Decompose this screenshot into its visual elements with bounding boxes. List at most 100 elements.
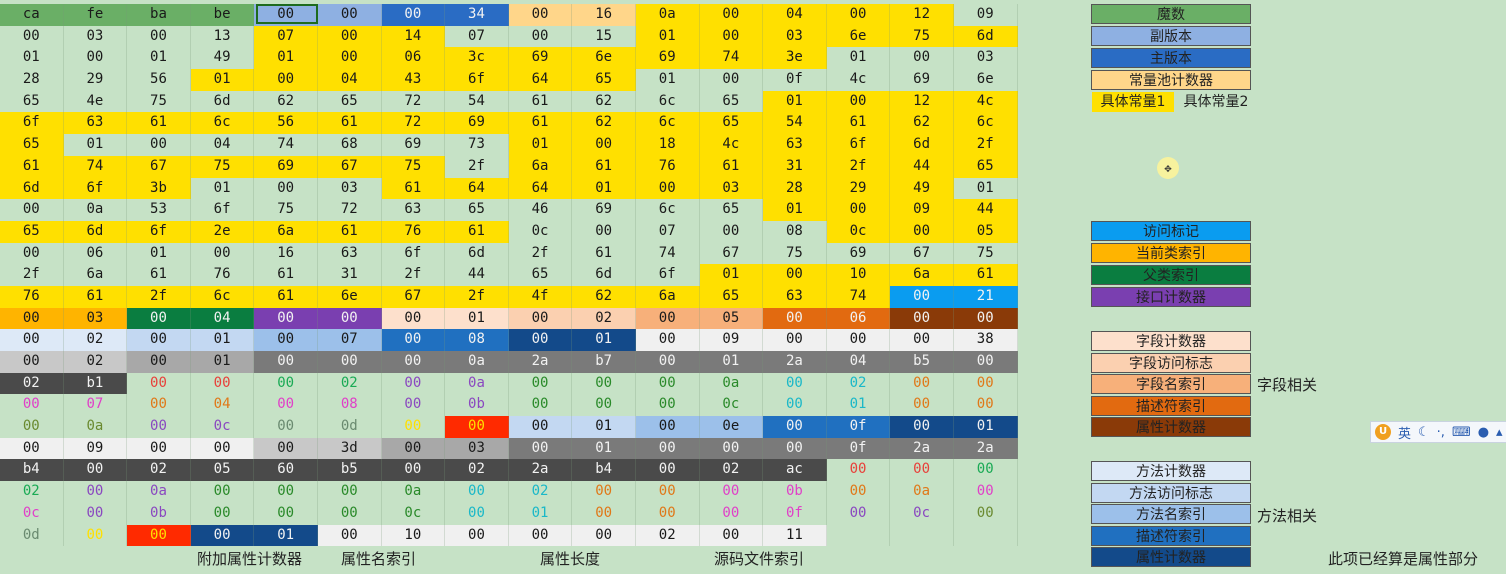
hex-cell[interactable]: 2f	[0, 264, 64, 286]
hex-cell[interactable]: 62	[572, 112, 636, 135]
hex-cell[interactable]: 61	[699, 155, 764, 178]
hex-cell[interactable]: 3d	[317, 437, 382, 460]
hex-cell[interactable]: 0f	[763, 69, 827, 91]
hex-cell[interactable]: 00	[190, 242, 255, 265]
hex-cell[interactable]: 6a	[635, 285, 700, 308]
hex-cell[interactable]: 4c	[699, 134, 764, 156]
hex-cell[interactable]: 00	[0, 416, 64, 438]
hex-cell[interactable]: 6c	[635, 90, 700, 113]
hex-cell[interactable]: 07	[635, 220, 700, 243]
hex-cell[interactable]: 01	[572, 437, 636, 460]
punctuation-icon[interactable]: ·,	[1436, 424, 1445, 440]
hex-cell[interactable]: 60	[254, 459, 318, 482]
hex-cell[interactable]: 65	[699, 90, 764, 113]
hex-cell[interactable]: 02	[0, 372, 64, 395]
hex-cell[interactable]: 65	[317, 90, 382, 113]
hex-cell[interactable]: 00	[127, 394, 191, 417]
hex-cell[interactable]: 00	[63, 481, 128, 503]
hex-cell[interactable]: 00	[763, 416, 827, 438]
hex-cell[interactable]: 00	[890, 220, 954, 243]
hex-cell[interactable]: ca	[0, 4, 64, 26]
hex-cell[interactable]: 0d	[0, 524, 64, 547]
hex-cell[interactable]: 00	[445, 416, 509, 438]
hex-cell[interactable]: 01	[953, 177, 1018, 200]
hex-cell[interactable]: 72	[381, 90, 446, 113]
hex-cell[interactable]: 29	[63, 69, 128, 91]
hex-cell[interactable]: 61	[953, 264, 1018, 286]
hex-cell[interactable]: 6f	[0, 112, 64, 135]
hex-cell[interactable]: 00	[508, 416, 573, 438]
hex-cell[interactable]: 73	[445, 134, 509, 156]
hex-cell[interactable]: 01	[763, 199, 827, 221]
hex-cell[interactable]: 00	[190, 372, 255, 395]
hex-cell[interactable]: 62	[572, 90, 636, 113]
hex-cell[interactable]: 00	[381, 394, 446, 417]
hex-cell[interactable]: 03	[763, 25, 827, 48]
hex-cell[interactable]: 6f	[381, 242, 446, 265]
hex-cell[interactable]: 00	[254, 4, 318, 26]
hex-cell[interactable]: 01	[127, 242, 191, 265]
hex-cell[interactable]: 00	[508, 25, 573, 48]
hex-cell[interactable]: 49	[890, 177, 954, 200]
hex-cell[interactable]: 67	[890, 242, 954, 265]
hex-cell[interactable]: 01	[699, 264, 764, 286]
hex-cell[interactable]: 61	[317, 112, 382, 135]
hex-cell[interactable]: 46	[508, 199, 573, 221]
hex-cell[interactable]: 6e	[953, 69, 1018, 91]
hex-cell[interactable]: 01	[508, 502, 573, 525]
hex-cell[interactable]: 00	[699, 4, 764, 26]
hex-cell[interactable]: 6f	[127, 220, 191, 243]
hex-cell[interactable]: 65	[445, 199, 509, 221]
hex-cell[interactable]: 2f	[508, 242, 573, 265]
hex-cell[interactable]: 00	[190, 437, 255, 460]
hex-cell[interactable]: 00	[0, 25, 64, 48]
hex-cell[interactable]: 00	[572, 134, 636, 156]
settings-icon[interactable]: ▴	[1496, 424, 1503, 440]
hex-cell[interactable]: 6a	[890, 264, 954, 286]
hex-cell[interactable]: 04	[763, 4, 827, 26]
hex-cell[interactable]: 0a	[381, 481, 446, 503]
hex-cell[interactable]: 03	[953, 47, 1018, 70]
hex-cell[interactable]: 00	[699, 502, 764, 525]
hex-cell[interactable]: 75	[127, 90, 191, 113]
hex-cell[interactable]: 00	[317, 502, 382, 525]
hex-cell[interactable]: 0d	[317, 416, 382, 438]
hex-cell[interactable]: 00	[953, 394, 1018, 417]
hex-cell[interactable]: 04	[190, 307, 255, 330]
hex-cell[interactable]: 12	[890, 4, 954, 26]
hex-cell[interactable]: 6d	[572, 264, 636, 286]
hex-cell[interactable]: 04	[317, 69, 382, 91]
hex-cell[interactable]: b7	[572, 351, 636, 373]
ime-lang-label[interactable]: 英	[1398, 426, 1412, 442]
hex-cell[interactable]: 00	[572, 481, 636, 503]
hex-cell[interactable]: 00	[254, 416, 318, 438]
hex-cell[interactable]: 01	[0, 47, 64, 70]
hex-cell[interactable]: 69	[890, 69, 954, 91]
hex-cell[interactable]: 4c	[826, 69, 891, 91]
hex-cell[interactable]: 00	[508, 372, 573, 395]
hex-cell[interactable]: 00	[763, 437, 827, 460]
hex-cell[interactable]: be	[190, 4, 255, 26]
hex-cell[interactable]: 00	[254, 177, 318, 200]
hex-cell[interactable]: 00	[635, 329, 700, 351]
hex-cell[interactable]: 00	[317, 524, 382, 547]
hex-cell[interactable]: 74	[635, 242, 700, 265]
hex-cell[interactable]: 00	[254, 329, 318, 351]
hex-cell[interactable]: 0b	[445, 394, 509, 417]
hex-cell[interactable]: 01	[699, 351, 764, 373]
hex-cell[interactable]: 63	[381, 199, 446, 221]
hex-cell[interactable]: 00	[63, 459, 128, 482]
hex-cell[interactable]: 07	[254, 25, 318, 48]
hex-cell[interactable]: 00	[381, 329, 446, 351]
hex-cell[interactable]: 63	[763, 134, 827, 156]
hex-cell[interactable]: 65	[0, 134, 64, 156]
hex-cell[interactable]: 00	[953, 307, 1018, 330]
hex-cell[interactable]: 6e	[826, 25, 891, 48]
hex-cell[interactable]: 02	[699, 459, 764, 482]
hex-cell[interactable]: 02	[0, 481, 64, 503]
hex-cell[interactable]: 38	[953, 329, 1018, 351]
hex-cell[interactable]: 00	[635, 394, 700, 417]
hex-cell[interactable]: 00	[190, 481, 255, 503]
hex-cell[interactable]: 0b	[127, 502, 191, 525]
hex-cell[interactable]: 00	[127, 351, 191, 373]
